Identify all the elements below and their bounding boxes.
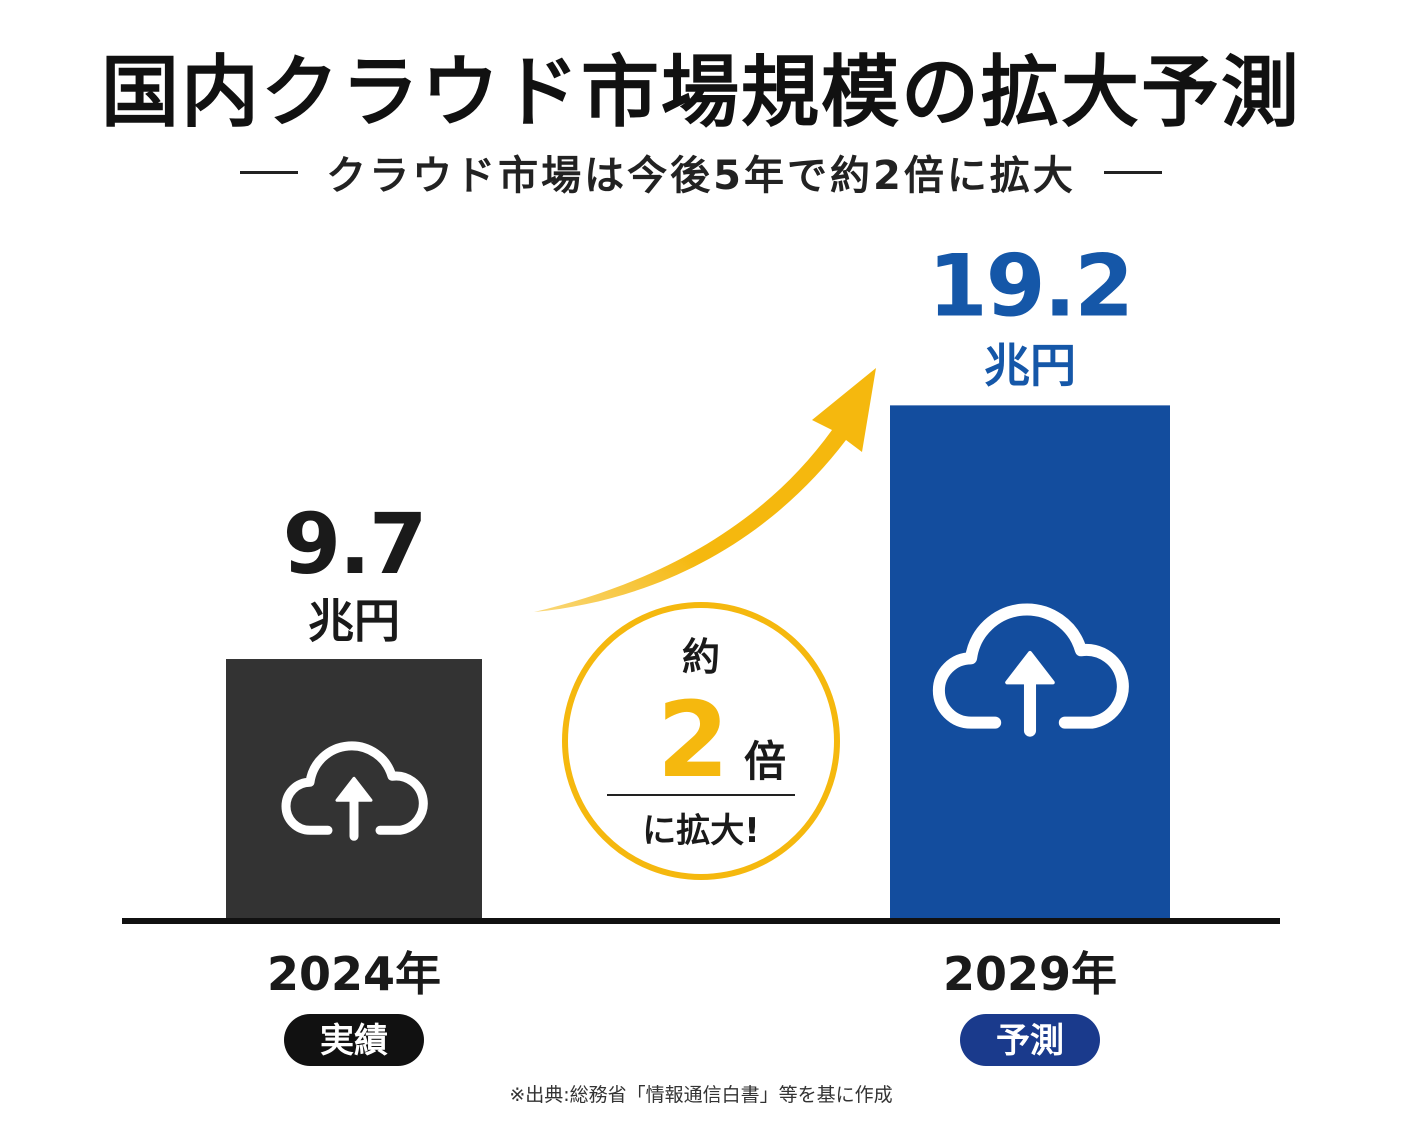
subtitle-dash-right [1103, 170, 1162, 174]
callout-circle [562, 602, 840, 880]
unit-label-0: 兆円 [308, 594, 400, 648]
unit-label-1: 兆円 [984, 338, 1076, 392]
growth-arrow [534, 368, 876, 612]
chart-subtitle: クラウド市場は今後5年で約2倍に拡大 [326, 153, 1076, 199]
value-label-1: 19.2 [928, 236, 1132, 336]
cloud-upload-icon [932, 603, 1129, 737]
callout-prefix: 約 [682, 635, 720, 679]
growth-callout: 約2 倍に拡大! [562, 602, 840, 880]
callout-suffix: 倍 [744, 737, 786, 786]
callout-multiplier: 2 [657, 679, 729, 801]
subtitle-dash-left [240, 170, 299, 174]
badge-1: 予測 [960, 1014, 1100, 1066]
badge-label-0: 実績 [320, 1021, 388, 1061]
badge-label-1: 予測 [996, 1021, 1064, 1061]
category-label-1: 2029年 [943, 947, 1117, 1001]
subtitle-row: クラウド市場は今後5年で約2倍に拡大 [0, 142, 1402, 202]
chart-title: 国内クラウド市場規模の拡大予測 [100, 48, 1301, 138]
cloud-upload-icon [281, 741, 428, 841]
growth-arrow-shape [534, 368, 876, 612]
source-footnote: ※出典:総務省「情報通信白書」等を基に作成 [509, 1084, 893, 1106]
badge-0: 実績 [284, 1014, 424, 1066]
value-label-0: 9.7 [283, 495, 426, 593]
category-label-0: 2024年 [267, 947, 441, 1001]
callout-suffix-text: に拡大! [642, 811, 760, 851]
